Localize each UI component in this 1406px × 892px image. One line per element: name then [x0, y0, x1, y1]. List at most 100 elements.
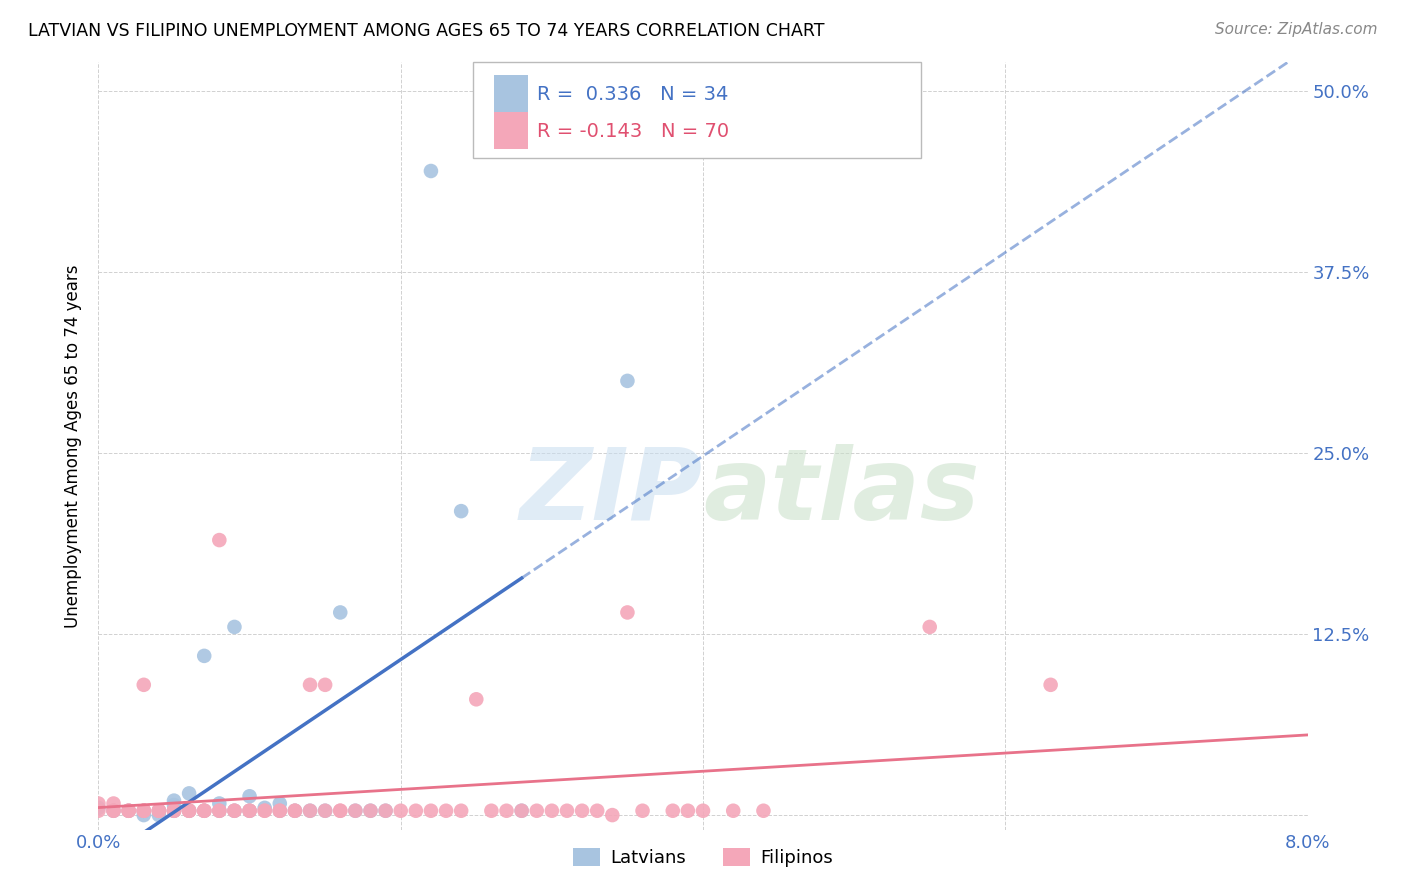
Point [103, 804, 125, 818]
Point [132, 808, 155, 822]
Point [465, 692, 488, 706]
Text: LATVIAN VS FILIPINO UNEMPLOYMENT AMONG AGES 65 TO 74 YEARS CORRELATION CHART: LATVIAN VS FILIPINO UNEMPLOYMENT AMONG A… [28, 22, 825, 40]
Text: Source: ZipAtlas.com: Source: ZipAtlas.com [1215, 22, 1378, 37]
Point [374, 804, 396, 818]
Point [103, 804, 125, 818]
Point [405, 804, 427, 818]
Point [179, 804, 201, 818]
Point [239, 804, 262, 818]
Text: atlas: atlas [703, 443, 980, 541]
Point [132, 678, 155, 692]
Point [269, 797, 291, 811]
Point [148, 804, 170, 818]
Point [179, 804, 201, 818]
Point [661, 804, 683, 818]
Point [103, 804, 125, 818]
Point [420, 804, 443, 818]
Point [224, 804, 246, 818]
Point [118, 804, 141, 818]
Point [374, 804, 396, 818]
Point [163, 804, 186, 818]
Point [193, 804, 215, 818]
Point [239, 804, 262, 818]
Point [87, 801, 110, 815]
Point [450, 804, 472, 818]
Point [103, 797, 125, 811]
Point [918, 620, 941, 634]
Point [118, 804, 141, 818]
Point [193, 804, 215, 818]
Point [329, 606, 352, 620]
Point [179, 804, 201, 818]
Point [269, 804, 291, 818]
Point [360, 804, 382, 818]
Point [602, 808, 624, 822]
Point [299, 804, 322, 818]
Y-axis label: Unemployment Among Ages 65 to 74 years: Unemployment Among Ages 65 to 74 years [65, 264, 83, 628]
Point [586, 804, 609, 818]
Point [420, 164, 443, 178]
Point [434, 804, 457, 818]
Point [193, 804, 215, 818]
Point [571, 804, 593, 818]
Point [163, 804, 186, 818]
Point [723, 804, 745, 818]
Point [692, 804, 714, 818]
Point [208, 804, 231, 818]
Point [269, 804, 291, 818]
Point [329, 804, 352, 818]
Point [526, 804, 548, 818]
Point [208, 804, 231, 818]
Bar [494, 112, 527, 149]
Text: R =  0.336   N = 34: R = 0.336 N = 34 [537, 85, 728, 104]
Point [132, 804, 155, 818]
Point [118, 804, 141, 818]
Point [148, 804, 170, 818]
Point [163, 797, 186, 812]
Point [208, 533, 231, 547]
Point [208, 797, 231, 811]
Point [481, 804, 503, 818]
Text: ZIP: ZIP [520, 443, 703, 541]
Point [314, 804, 336, 818]
Point [163, 804, 186, 818]
Point [163, 794, 186, 808]
Point [344, 804, 367, 818]
Point [510, 804, 533, 818]
Point [148, 808, 170, 822]
Point [495, 804, 517, 818]
FancyBboxPatch shape [474, 62, 921, 158]
Point [616, 606, 638, 620]
Point [344, 804, 367, 818]
Point [299, 804, 322, 818]
Point [314, 678, 336, 692]
Point [253, 804, 276, 818]
Point [224, 804, 246, 818]
Point [676, 804, 699, 818]
Point [208, 804, 231, 818]
Point [253, 804, 276, 818]
Point [163, 804, 186, 818]
Point [329, 804, 352, 818]
Point [540, 804, 562, 818]
Legend: Latvians, Filipinos: Latvians, Filipinos [565, 840, 841, 874]
Point [132, 804, 155, 818]
Point [87, 797, 110, 811]
Point [616, 374, 638, 388]
Point [360, 804, 382, 818]
Point [510, 804, 533, 818]
Point [253, 801, 276, 815]
Point [1039, 678, 1062, 692]
Point [752, 804, 775, 818]
Point [299, 678, 322, 692]
Point [132, 804, 155, 818]
Point [132, 804, 155, 818]
Point [284, 804, 307, 818]
Point [450, 504, 472, 518]
Point [224, 804, 246, 818]
Point [239, 789, 262, 804]
Point [87, 804, 110, 818]
Bar [494, 76, 527, 112]
Point [148, 804, 170, 818]
Point [314, 804, 336, 818]
